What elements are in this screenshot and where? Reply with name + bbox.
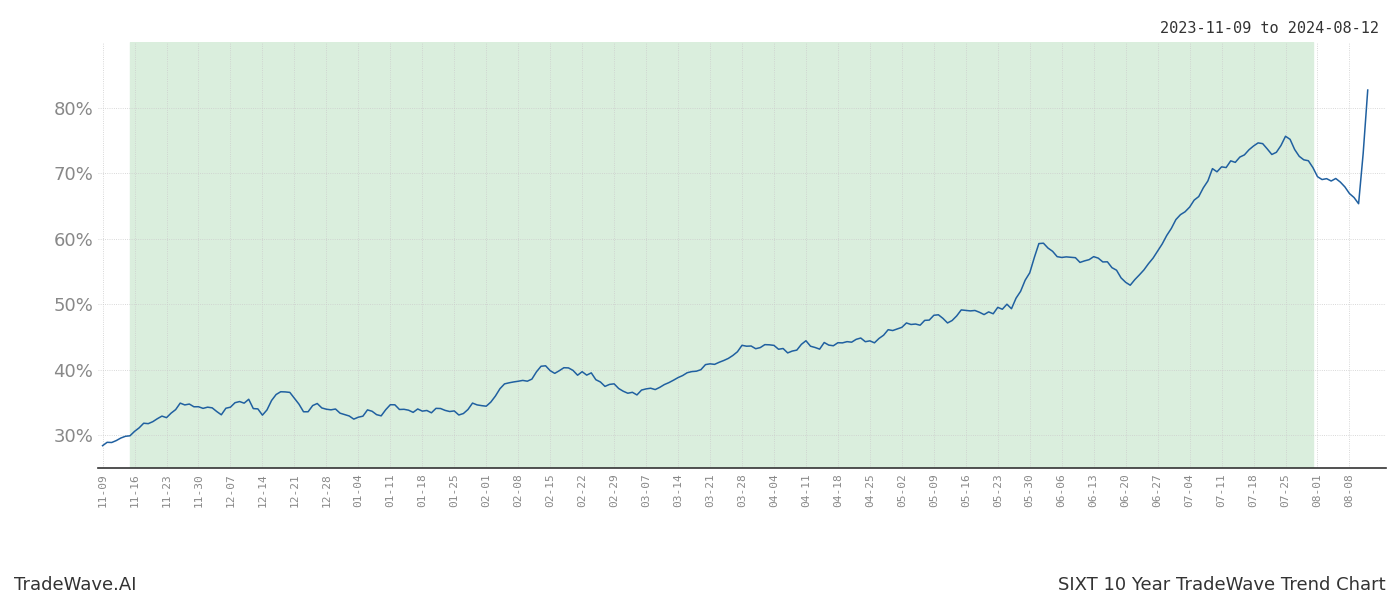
Bar [130, 42, 1313, 468]
Text: 2023-11-09 to 2024-08-12: 2023-11-09 to 2024-08-12 [1161, 21, 1379, 36]
Text: SIXT 10 Year TradeWave Trend Chart: SIXT 10 Year TradeWave Trend Chart [1058, 576, 1386, 594]
Text: TradeWave.AI: TradeWave.AI [14, 576, 137, 594]
